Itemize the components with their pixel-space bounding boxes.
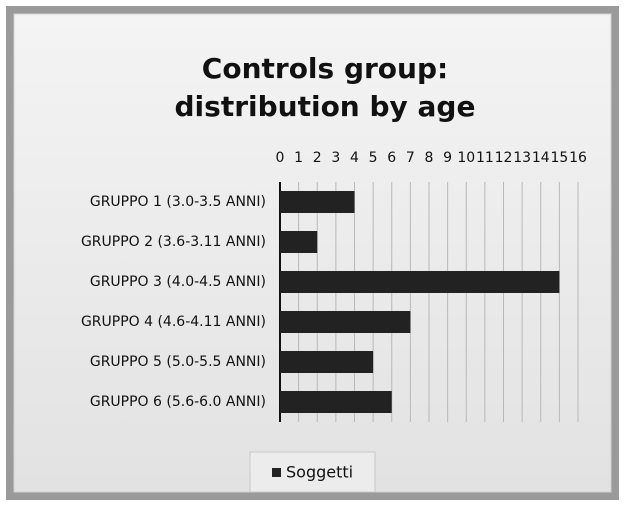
y-tick-label: GRUPPO 4 (4.6-4.11 ANNI) — [81, 314, 266, 330]
bar — [280, 391, 392, 413]
bar — [280, 351, 374, 373]
x-tick-label: 9 — [443, 150, 452, 166]
x-tick-label: 13 — [513, 150, 531, 166]
x-tick-label: 3 — [331, 150, 340, 166]
bar — [280, 231, 318, 253]
legend-box — [249, 451, 376, 493]
x-tick-label: 12 — [495, 150, 513, 166]
y-tick-label: GRUPPO 5 (5.0-5.5 ANNI) — [90, 354, 266, 370]
chart-title: Controls group: — [202, 52, 448, 85]
y-tick-label: GRUPPO 3 (4.0-4.5 ANNI) — [90, 274, 266, 290]
x-tick-label: 14 — [532, 150, 550, 166]
y-tick-label: GRUPPO 1 (3.0-3.5 ANNI) — [90, 194, 266, 210]
y-tick-label: GRUPPO 2 (3.6-3.11 ANNI) — [81, 234, 266, 250]
legend-label: Soggetti — [286, 463, 353, 482]
x-tick-label: 15 — [550, 150, 568, 166]
bar — [280, 311, 411, 333]
x-tick-label: 11 — [476, 150, 494, 166]
y-tick-label: GRUPPO 6 (5.6-6.0 ANNI) — [90, 394, 266, 410]
bar — [280, 271, 560, 293]
x-tick-label: 8 — [425, 150, 434, 166]
x-tick-label: 0 — [276, 150, 285, 166]
chart-title: distribution by age — [175, 90, 476, 123]
x-tick-label: 10 — [457, 150, 475, 166]
x-tick-label: 16 — [569, 150, 587, 166]
x-tick-label: 5 — [369, 150, 378, 166]
x-tick-label: 6 — [387, 150, 396, 166]
x-tick-label: 7 — [406, 150, 415, 166]
x-tick-label: 2 — [313, 150, 322, 166]
legend-swatch — [272, 468, 281, 477]
bar — [280, 191, 355, 213]
x-tick-label: 4 — [350, 150, 359, 166]
x-tick-label: 1 — [294, 150, 303, 166]
